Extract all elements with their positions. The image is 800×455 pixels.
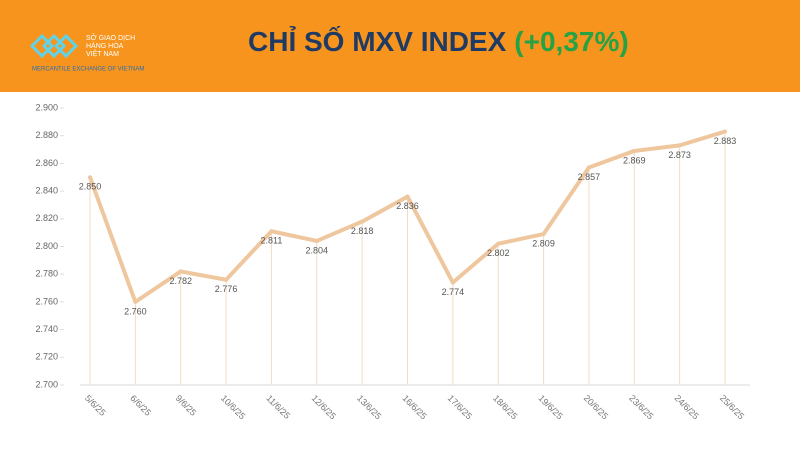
y-tick-label: 2.820 bbox=[35, 213, 58, 223]
y-tick-label: 2.740 bbox=[35, 324, 58, 334]
data-label: 2.802 bbox=[487, 248, 510, 258]
logo-line: VIỆT NAM bbox=[86, 49, 119, 58]
y-tick-label: 2.860 bbox=[35, 158, 58, 168]
data-label: 2.873 bbox=[668, 150, 691, 160]
header-band bbox=[0, 0, 800, 92]
y-tick-label: 2.760 bbox=[35, 296, 58, 306]
logo-icon bbox=[29, 33, 79, 59]
data-label: 2.818 bbox=[351, 226, 374, 236]
logo-line: SỞ GIAO DỊCH bbox=[86, 33, 135, 42]
data-label: 2.850 bbox=[79, 182, 102, 192]
point bbox=[178, 269, 183, 274]
y-tick-label: 2.700 bbox=[35, 379, 58, 389]
data-label: 2.836 bbox=[396, 201, 419, 211]
point bbox=[496, 241, 501, 246]
point bbox=[88, 175, 92, 180]
logo-line: HÀNG HÓA bbox=[86, 41, 124, 50]
y-tick-label: 2.780 bbox=[35, 269, 58, 279]
y-tick-label: 2.880 bbox=[35, 130, 58, 140]
point bbox=[450, 280, 455, 285]
point bbox=[723, 129, 727, 134]
data-label: 2.804 bbox=[306, 245, 329, 255]
chart-title: CHỈ SỐ MXV INDEX bbox=[248, 25, 507, 57]
y-tick-label: 2.720 bbox=[35, 352, 58, 362]
point bbox=[541, 232, 546, 237]
point bbox=[269, 229, 274, 234]
data-label: 2.869 bbox=[623, 155, 646, 165]
point bbox=[133, 299, 138, 304]
data-label: 2.883 bbox=[714, 136, 737, 146]
data-label: 2.760 bbox=[124, 306, 147, 316]
chart-title-group: CHỈ SỐ MXV INDEX (+0,37%) bbox=[248, 25, 629, 57]
point bbox=[632, 148, 637, 153]
point bbox=[360, 219, 365, 224]
point bbox=[314, 238, 319, 243]
data-label: 2.774 bbox=[442, 287, 465, 297]
point bbox=[405, 194, 410, 199]
data-label: 2.782 bbox=[169, 276, 192, 286]
logo-tagline: MERCANTILE EXCHANGE OF VIETNAM bbox=[32, 67, 144, 73]
y-tick-label: 2.800 bbox=[35, 241, 58, 251]
y-tick-label: 2.900 bbox=[35, 102, 58, 112]
data-label: 2.776 bbox=[215, 284, 238, 294]
point bbox=[677, 143, 682, 148]
data-label: 2.809 bbox=[532, 238, 555, 248]
y-tick-label: 2.840 bbox=[35, 185, 58, 195]
chart-change: (+0,37%) bbox=[514, 26, 628, 57]
point bbox=[586, 165, 591, 170]
point bbox=[224, 277, 229, 282]
data-label: 2.857 bbox=[578, 172, 601, 182]
data-label: 2.811 bbox=[260, 236, 282, 246]
